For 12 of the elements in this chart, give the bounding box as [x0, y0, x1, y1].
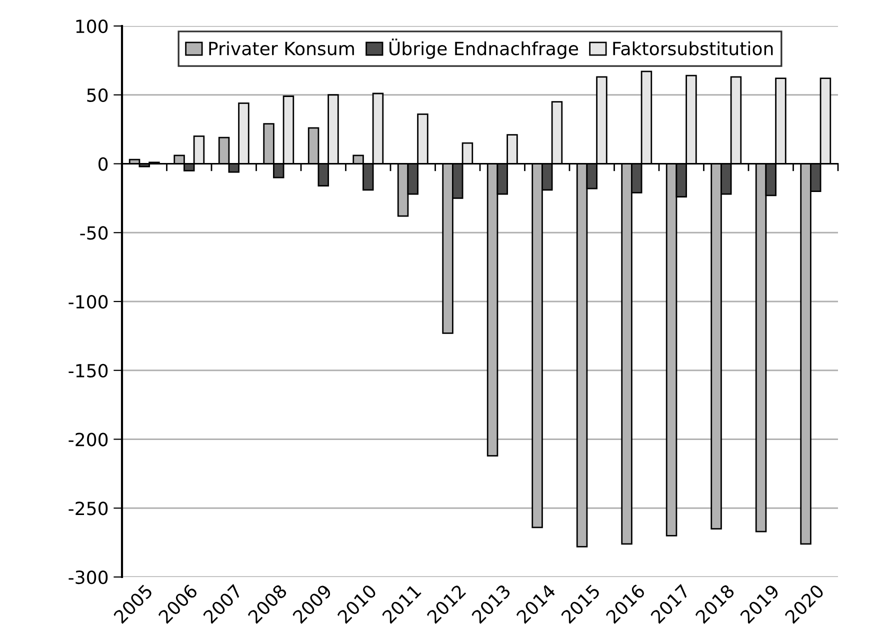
y-tick-label: 50 — [87, 88, 108, 102]
y-tick-label: -100 — [68, 294, 108, 309]
y-tick-label: -200 — [68, 432, 108, 446]
y-tick-label: -150 — [68, 364, 108, 378]
legend-label: Privater Konsum — [209, 41, 354, 56]
y-tick-label: -50 — [80, 226, 108, 240]
y-tick-label: 0 — [98, 157, 108, 171]
y-tick-label: -250 — [68, 502, 108, 516]
legend-label: Übrige Endnachfrage — [390, 38, 578, 59]
y-tick-label: 100 — [76, 19, 108, 34]
legend-label: Faktorsubstitution — [613, 41, 773, 56]
y-tick-label: -300 — [68, 570, 108, 584]
